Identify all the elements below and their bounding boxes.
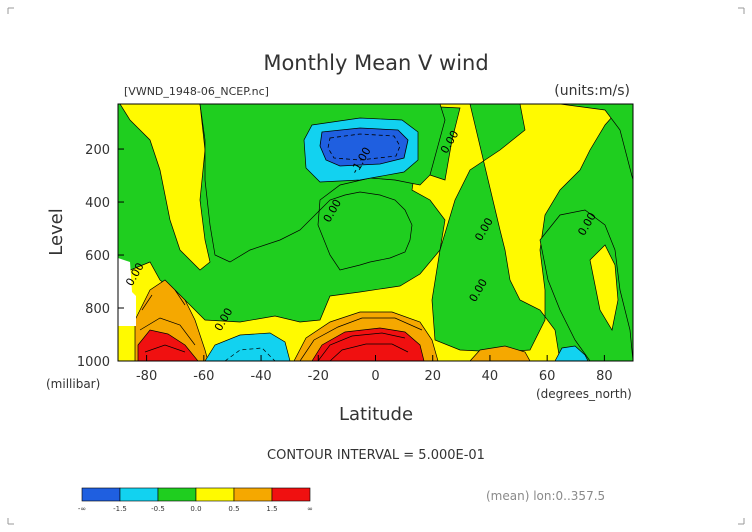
- region-blue-upper-jet: [319, 127, 409, 167]
- chart-title: Monthly Mean V wind: [263, 51, 488, 75]
- colorbar-tick-label: 0.0: [190, 505, 201, 513]
- y-tick-label: 200: [85, 143, 110, 158]
- crop-marks: [7, 7, 745, 525]
- colorbar-tick-label: ∞: [307, 505, 313, 513]
- colorbar-swatch: [157, 487, 197, 502]
- x-tick-label: 60: [539, 369, 556, 384]
- region-orange-surface-north: [469, 345, 531, 361]
- region-red-surface-south: [137, 329, 199, 361]
- y-tick-label: 1000: [77, 355, 110, 370]
- x-tick-label: -40: [250, 369, 271, 384]
- file-label: [VWND_1948-06_NCEP.nc]: [124, 85, 269, 98]
- contour-lines-tropics: [299, 317, 423, 361]
- x-unit-label: (degrees_north): [536, 387, 632, 401]
- x-tick-label: -20: [308, 369, 329, 384]
- x-tick-label: 20: [424, 369, 441, 384]
- contour-interval-text: CONTOUR INTERVAL = 5.000E-01: [267, 448, 485, 463]
- colorbar-tick-label: -∞: [78, 505, 86, 513]
- colorbar-tick-label: 0.5: [228, 505, 239, 513]
- x-tick-label: 80: [596, 369, 613, 384]
- plot-area: [118, 104, 633, 361]
- x-tick-label: 40: [482, 369, 499, 384]
- contour-dashed-surface-south: [224, 347, 276, 361]
- colorbar-tick-label: 1.5: [266, 505, 277, 513]
- region-cyan-surface-north: [554, 345, 589, 361]
- contour-dashed-jet: [327, 133, 401, 161]
- colorbar-swatch: [233, 487, 273, 502]
- colorbar-swatch: [271, 487, 311, 502]
- units-label: (units:m/s): [554, 83, 630, 99]
- contour-lines-south: [139, 289, 196, 353]
- x-tick-label: 0: [371, 369, 379, 384]
- x-axis-label: Latitude: [339, 404, 413, 425]
- y-unit-label: (millibar): [46, 377, 100, 391]
- region-green-north-east-upper: [559, 104, 633, 181]
- colorbar: -∞ -1.5 -0.5 0.0 0.5 1.5 ∞: [78, 487, 313, 513]
- region-missing-data: [118, 258, 136, 326]
- y-axis: 200 400 600 800 1000: [77, 143, 124, 370]
- y-tick-label: 800: [85, 302, 110, 317]
- y-tick-label: 400: [85, 196, 110, 211]
- colorbar-tick-label: -0.5: [151, 505, 165, 513]
- colorbar-swatch: [119, 487, 159, 502]
- y-tick-label: 600: [85, 249, 110, 264]
- region-yellow-north-east: [589, 244, 619, 331]
- colorbar-tick-label: -1.5: [113, 505, 127, 513]
- region-cyan-surface-south: [204, 332, 291, 361]
- y-axis-label: Level: [46, 208, 67, 256]
- mean-text: (mean) lon:0..357.5: [486, 489, 605, 503]
- x-axis: -80 -60 -40 -20 0 20 40 60 80: [136, 355, 613, 384]
- x-tick-label: -80: [136, 369, 157, 384]
- colorbar-swatch: [195, 487, 235, 502]
- x-tick-label: -60: [193, 369, 214, 384]
- colorbar-swatch: [81, 487, 121, 502]
